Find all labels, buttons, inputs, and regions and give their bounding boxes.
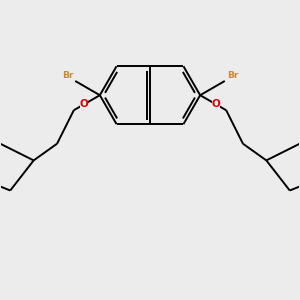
Text: Br: Br bbox=[62, 71, 74, 80]
Text: Br: Br bbox=[226, 71, 238, 80]
Text: O: O bbox=[212, 99, 220, 110]
Text: O: O bbox=[80, 99, 88, 110]
